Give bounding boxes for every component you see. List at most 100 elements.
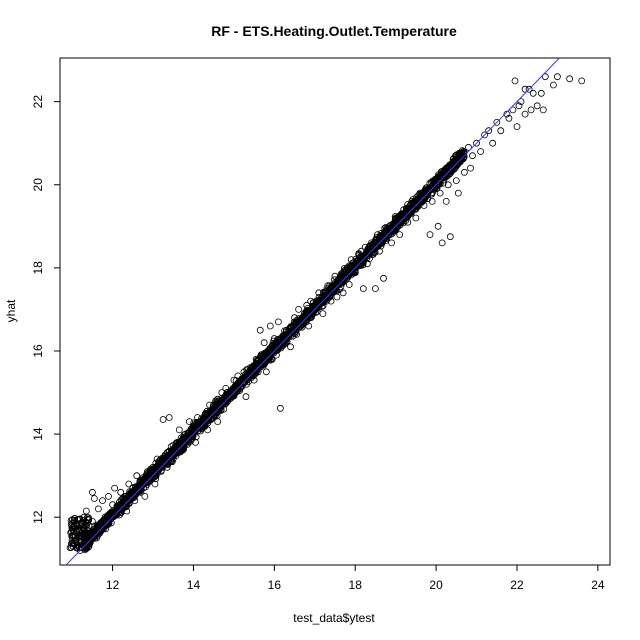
- data-point: [143, 478, 151, 486]
- data-point: [141, 492, 149, 500]
- data-point: [262, 368, 270, 376]
- data-point: [324, 282, 332, 290]
- data-point: [193, 418, 201, 426]
- data-point: [339, 289, 347, 297]
- data-point: [425, 186, 433, 194]
- data-point: [375, 236, 382, 244]
- data-point: [286, 333, 294, 341]
- data-point: [187, 425, 195, 433]
- data-point: [497, 127, 505, 135]
- data-point: [554, 73, 561, 81]
- data-point: [185, 418, 193, 426]
- data-point: [346, 269, 354, 277]
- data-point: [521, 110, 529, 118]
- data-point: [229, 385, 237, 393]
- data-point: [469, 152, 476, 160]
- data-point: [404, 211, 412, 219]
- data-point: [451, 164, 458, 171]
- data-point: [105, 492, 112, 500]
- data-point: [247, 367, 255, 375]
- data-point: [356, 259, 364, 267]
- data-point: [511, 77, 519, 85]
- data-point: [529, 89, 537, 97]
- data-point: [340, 267, 348, 275]
- data-point: [503, 110, 511, 118]
- data-point: [248, 368, 256, 376]
- data-point: [467, 164, 474, 172]
- data-point: [71, 536, 79, 544]
- data-point: [345, 281, 353, 288]
- data-point: [265, 351, 273, 359]
- y-axis: 12 14 16 18 20 22: [31, 95, 60, 524]
- data-point: [400, 213, 408, 220]
- data-point: [132, 489, 140, 497]
- x-tick-label: 14: [187, 578, 201, 592]
- data-point: [274, 339, 282, 347]
- data-point: [396, 231, 404, 239]
- data-point: [477, 148, 485, 155]
- data-point: [185, 433, 193, 441]
- data-point: [436, 189, 444, 197]
- data-point: [133, 472, 141, 480]
- data-point: [134, 482, 142, 490]
- data-point: [465, 143, 472, 151]
- data-point: [100, 517, 108, 525]
- data-point: [68, 528, 75, 535]
- data-point: [67, 517, 75, 524]
- data-point: [274, 318, 282, 326]
- data-point: [309, 303, 317, 311]
- data-point: [438, 239, 446, 247]
- data-point: [308, 308, 316, 316]
- data-point: [460, 148, 467, 156]
- x-tick-label: 22: [510, 578, 524, 592]
- plot-frame: [59, 57, 611, 566]
- data-point: [460, 168, 468, 176]
- data-point: [333, 293, 341, 301]
- data-point: [276, 404, 284, 412]
- data-point: [391, 223, 399, 231]
- data-point: [527, 106, 535, 114]
- data-point: [391, 213, 399, 220]
- data-point: [481, 131, 489, 139]
- data-point: [99, 497, 106, 505]
- data-point: [421, 191, 429, 199]
- data-point: [205, 413, 213, 421]
- data-point: [293, 324, 301, 332]
- data-point: [110, 511, 118, 519]
- data-point: [101, 515, 109, 523]
- y-axis-label: yhat: [4, 299, 18, 322]
- data-point: [521, 85, 529, 93]
- data-point: [266, 322, 274, 330]
- data-point: [440, 172, 448, 180]
- data-point: [539, 106, 547, 114]
- data-point: [85, 542, 93, 550]
- data-point: [566, 75, 573, 83]
- data-point: [313, 303, 321, 311]
- data-point: [256, 326, 264, 334]
- data-point: [141, 479, 149, 487]
- data-point: [91, 495, 98, 502]
- data-point: [525, 85, 533, 93]
- data-point: [165, 414, 173, 421]
- x-axis: 12 14 16 18 20 22 24: [106, 565, 605, 592]
- data-point: [295, 305, 303, 313]
- y-tick-label: 20: [31, 178, 45, 192]
- data-point: [263, 355, 271, 363]
- data-point: [185, 430, 193, 437]
- data-point: [426, 231, 434, 239]
- data-point: [82, 507, 90, 515]
- data-point: [289, 332, 297, 340]
- data-point: [515, 102, 523, 110]
- data-point: [485, 127, 493, 135]
- x-axis-label: test_data$ytest: [293, 611, 375, 625]
- data-point: [388, 239, 396, 247]
- data-point: [428, 197, 436, 205]
- data-point: [70, 522, 78, 529]
- data-point: [301, 311, 309, 319]
- data-point: [159, 455, 167, 463]
- data-point: [458, 155, 465, 163]
- data-point: [446, 233, 454, 241]
- data-point: [456, 151, 464, 159]
- y-tick-label: 12: [31, 510, 45, 524]
